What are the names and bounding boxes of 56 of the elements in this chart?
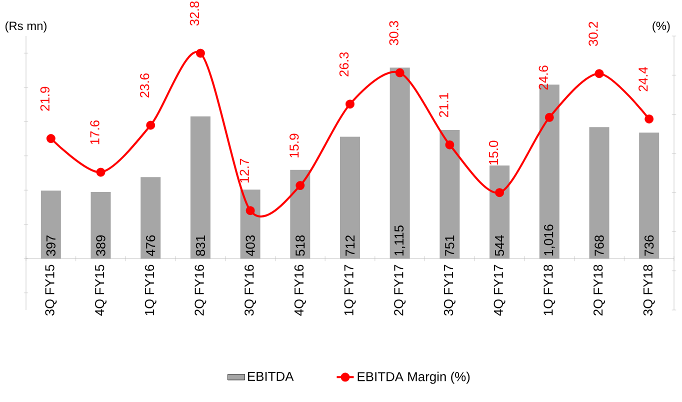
data-label: 1,115: [394, 226, 406, 256]
data-label: 24.6: [538, 66, 548, 90]
legend-label: EBITDA Margin (%): [358, 372, 470, 384]
data-label: 24.4: [638, 67, 648, 92]
data-label: 15.9: [290, 134, 299, 158]
x-tick-label: 3Q FY15: [45, 264, 57, 316]
legend-label: EBITDA: [248, 372, 294, 381]
x-tick-label: 3Q FY18: [643, 264, 655, 316]
y-axis-title: (Rs mn): [5, 21, 46, 32]
x-tick-label: 1Q FY18: [544, 264, 556, 316]
point: [346, 100, 355, 109]
data-label: 518: [296, 235, 305, 256]
data-label: 768: [594, 235, 604, 256]
point: [46, 134, 56, 144]
data-label: 30.2: [588, 22, 598, 46]
data-label: 26.3: [339, 52, 349, 76]
point: [196, 48, 205, 58]
x-tick-label: 4Q FY17: [494, 264, 506, 316]
point: [445, 140, 454, 150]
point: [544, 112, 554, 122]
data-label: 544: [495, 235, 504, 256]
point: [644, 114, 654, 124]
data-label: 389: [96, 235, 106, 256]
data-label: 1,016: [544, 224, 555, 256]
point: [594, 69, 604, 78]
data-label: 32.8: [190, 1, 200, 26]
x-tick-label: 1Q FY17: [344, 264, 356, 316]
point: [146, 120, 156, 130]
point: [395, 68, 404, 78]
data-label: 736: [644, 235, 654, 256]
data-label: 21.1: [439, 93, 448, 118]
data-label: 397: [46, 235, 56, 256]
data-label: 30.3: [389, 21, 398, 46]
x-tick-label: 4Q FY15: [95, 264, 107, 316]
data-label: 15.0: [488, 140, 498, 164]
x-tick-label: 3Q FY16: [244, 264, 256, 316]
point: [246, 206, 255, 216]
point: [96, 168, 106, 177]
data-label: 21.9: [40, 86, 50, 111]
x-tick-label: 2Q FY18: [593, 264, 605, 316]
point: [495, 188, 504, 198]
point: [296, 181, 305, 190]
x-tick-label: 2Q FY16: [194, 264, 206, 316]
x-tick-label: 1Q FY16: [144, 264, 156, 316]
data-label: 23.6: [140, 73, 150, 98]
data-label: 476: [146, 235, 156, 256]
data-label: 17.6: [90, 120, 100, 144]
data-label: 712: [345, 235, 355, 256]
data-label: 12.7: [240, 158, 249, 182]
data-label: 751: [445, 235, 454, 256]
data-label: 403: [246, 235, 255, 256]
y2-axis-title: (%): [652, 21, 670, 32]
x-tick-label: 4Q FY16: [294, 264, 306, 316]
data-label: 831: [196, 235, 206, 256]
x-tick-label: 3Q FY17: [444, 264, 456, 316]
x-tick-label: 2Q FY17: [394, 264, 406, 316]
